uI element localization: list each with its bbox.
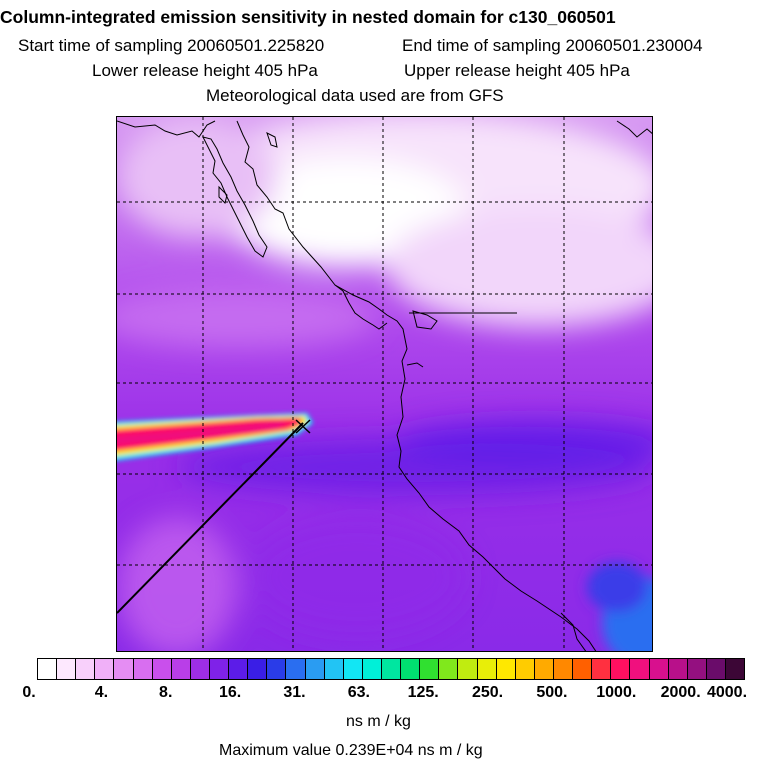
colorbar-segment (266, 659, 286, 679)
colorbar-segment (247, 659, 267, 679)
colorbar-tick-label: 0. (22, 684, 36, 701)
colorbar-tick-label: 4. (94, 684, 109, 701)
colorbar-segment (323, 659, 343, 679)
colorbar-segment (170, 659, 190, 679)
colorbar-tick-label: 1000. (596, 684, 637, 701)
blue-corner-region (587, 562, 652, 651)
colorbar-tick-label: 125. (407, 684, 439, 701)
colorbar (37, 658, 745, 680)
colorbar-segment (724, 659, 745, 679)
lower-release-label: Lower release height 405 hPa (92, 61, 318, 80)
colorbar-segment (648, 659, 668, 679)
colorbar-tick-label: 2000. (660, 684, 701, 701)
colorbar-units: ns m / kg (346, 713, 411, 730)
colorbar-segment (457, 659, 477, 679)
colorbar-tick-label: 8. (159, 684, 173, 701)
colorbar-tick-label: 500. (536, 684, 568, 701)
upper-release-label: Upper release height 405 hPa (404, 61, 630, 80)
colorbar-segment (419, 659, 439, 679)
map-plot-area (116, 116, 653, 652)
end-time-label: End time of sampling 20060501.230004 (402, 36, 703, 55)
colorbar-tick-label: 63. (347, 684, 370, 701)
mid-sensitivity-band (117, 420, 652, 651)
colorbar-segment (132, 659, 152, 679)
met-source-label: Meteorological data used are from GFS (206, 86, 504, 105)
colorbar-segment (686, 659, 706, 679)
colorbar-segment (629, 659, 649, 679)
maximum-value-label: Maximum value 0.239E+04 ns m / kg (219, 742, 483, 759)
colorbar-segment (667, 659, 687, 679)
colorbar-segment (94, 659, 114, 679)
receptor-marker (295, 419, 311, 434)
plume (117, 413, 313, 461)
colorbar-segment (476, 659, 496, 679)
colorbar-segment (438, 659, 458, 679)
colorbar-segment (533, 659, 553, 679)
colorbar-segment (189, 659, 209, 679)
colorbar-segment (495, 659, 515, 679)
colorbar-segment (38, 659, 57, 679)
colorbar-segment (361, 659, 381, 679)
colorbar-segment (572, 659, 592, 679)
colorbar-segment (342, 659, 362, 679)
chart-title: Column-integrated emission sensitivity i… (0, 7, 616, 27)
colorbar-segment (56, 659, 76, 679)
colorbar-tick-label: 4000. (706, 684, 748, 701)
sensitivity-map (117, 117, 652, 651)
colorbar-tick-label: 16. (218, 684, 242, 701)
colorbar-segment (591, 659, 611, 679)
colorbar-segment (610, 659, 630, 679)
start-time-label: Start time of sampling 20060501.225820 (18, 36, 325, 55)
colorbar-segment (113, 659, 133, 679)
coastline (117, 120, 652, 651)
colorbar-segment (380, 659, 401, 679)
lat-lon-grid (117, 117, 652, 651)
colorbar-segment (151, 659, 171, 679)
colorbar-segment (228, 659, 248, 679)
colorbar-segment (514, 659, 534, 679)
colorbar-segment (304, 659, 324, 679)
colorbar-segment (705, 659, 725, 679)
colorbar-segment (208, 659, 229, 679)
colorbar-segment (400, 659, 420, 679)
colorbar-tick-label: 31. (283, 684, 306, 701)
colorbar-segment (75, 659, 95, 679)
colorbar-segment (285, 659, 305, 679)
flight-track (117, 422, 304, 614)
colorbar-segment (552, 659, 573, 679)
colorbar-tick-label: 250. (471, 684, 504, 701)
